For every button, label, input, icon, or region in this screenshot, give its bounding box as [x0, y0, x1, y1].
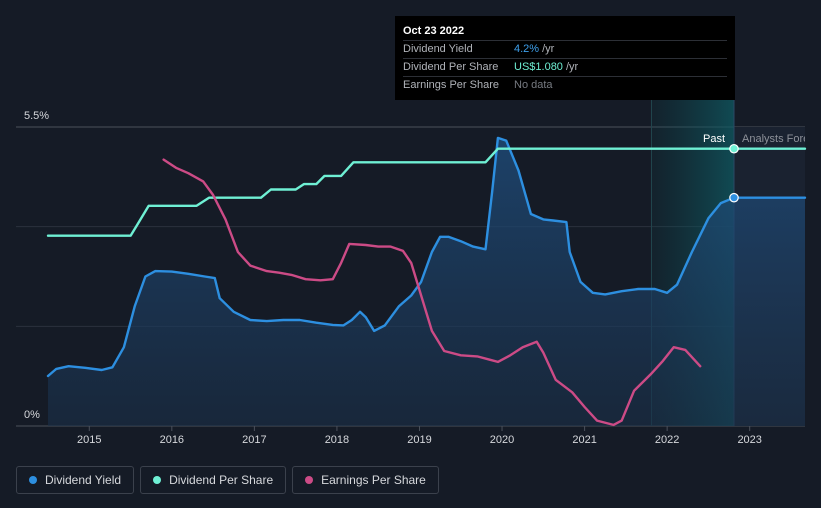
tooltip-value: US$1.080	[514, 61, 563, 73]
marker-point-1	[729, 192, 739, 203]
tooltip-value: No data	[514, 79, 553, 91]
legend-dot-icon	[153, 476, 162, 484]
y-tick-label-top: 5.5%	[24, 110, 49, 122]
legend-item-earnings-per-share[interactable]: Earnings Per Share	[292, 466, 439, 494]
tooltip-row-earnings-per-share: Earnings Per Share No data	[403, 76, 727, 94]
legend-dot-icon	[29, 476, 37, 484]
series-line-0	[46, 136, 807, 378]
x-tick-label: 2020	[490, 434, 514, 446]
legend-item-dividend-yield[interactable]: Dividend Yield	[16, 466, 135, 494]
x-tick-label: 2017	[242, 434, 266, 446]
legend: Dividend Yield Dividend Per Share Earnin…	[16, 466, 439, 494]
tooltip-row-dividend-yield: Dividend Yield 4.2% /yr	[403, 40, 727, 58]
y-tick-label-bottom: 0%	[24, 409, 40, 421]
x-tick-label: 2018	[325, 434, 349, 446]
past-label: Past	[703, 133, 725, 145]
x-tick-label: 2019	[407, 434, 431, 446]
x-tick-label: 2016	[160, 434, 184, 446]
series-area-0	[48, 137, 805, 426]
x-tick-label: 2022	[655, 434, 679, 446]
legend-dot-icon	[305, 476, 314, 484]
series-line-1	[46, 147, 807, 237]
x-tick-label: 2015	[77, 434, 101, 446]
x-tick-label: 2021	[572, 434, 596, 446]
legend-item-dividend-per-share[interactable]: Dividend Per Share	[140, 466, 287, 494]
series-line-2	[162, 158, 702, 427]
tooltip-unit: /yr	[565, 61, 579, 73]
tooltip-label: Dividend Per Share	[403, 61, 499, 73]
legend-label: Dividend Per Share	[169, 473, 274, 487]
tooltip: Oct 23 2022 Dividend Yield 4.2% /yr Divi…	[395, 16, 735, 100]
marker-point-0	[729, 143, 739, 154]
tooltip-value: 4.2%	[514, 43, 540, 55]
tooltip-unit: /yr	[542, 43, 555, 55]
chart-svg: 5.5% 0% 2015 2016 2017 2018 2019 2020 2021 2022 20…	[16, 100, 821, 446]
tooltip-label: Earnings Per Share	[403, 79, 499, 91]
tooltip-label: Dividend Yield	[403, 43, 473, 55]
x-tick-label: 2023	[737, 434, 761, 446]
legend-label: Earnings Per Share	[321, 473, 426, 487]
legend-label: Dividend Yield	[45, 473, 122, 487]
tooltip-date: Oct 23 2022	[403, 25, 465, 37]
forecast-label: Analysts Forecasts	[742, 133, 821, 145]
tooltip-row-dividend-per-share: Dividend Per Share US$1.080 /yr	[403, 58, 727, 76]
